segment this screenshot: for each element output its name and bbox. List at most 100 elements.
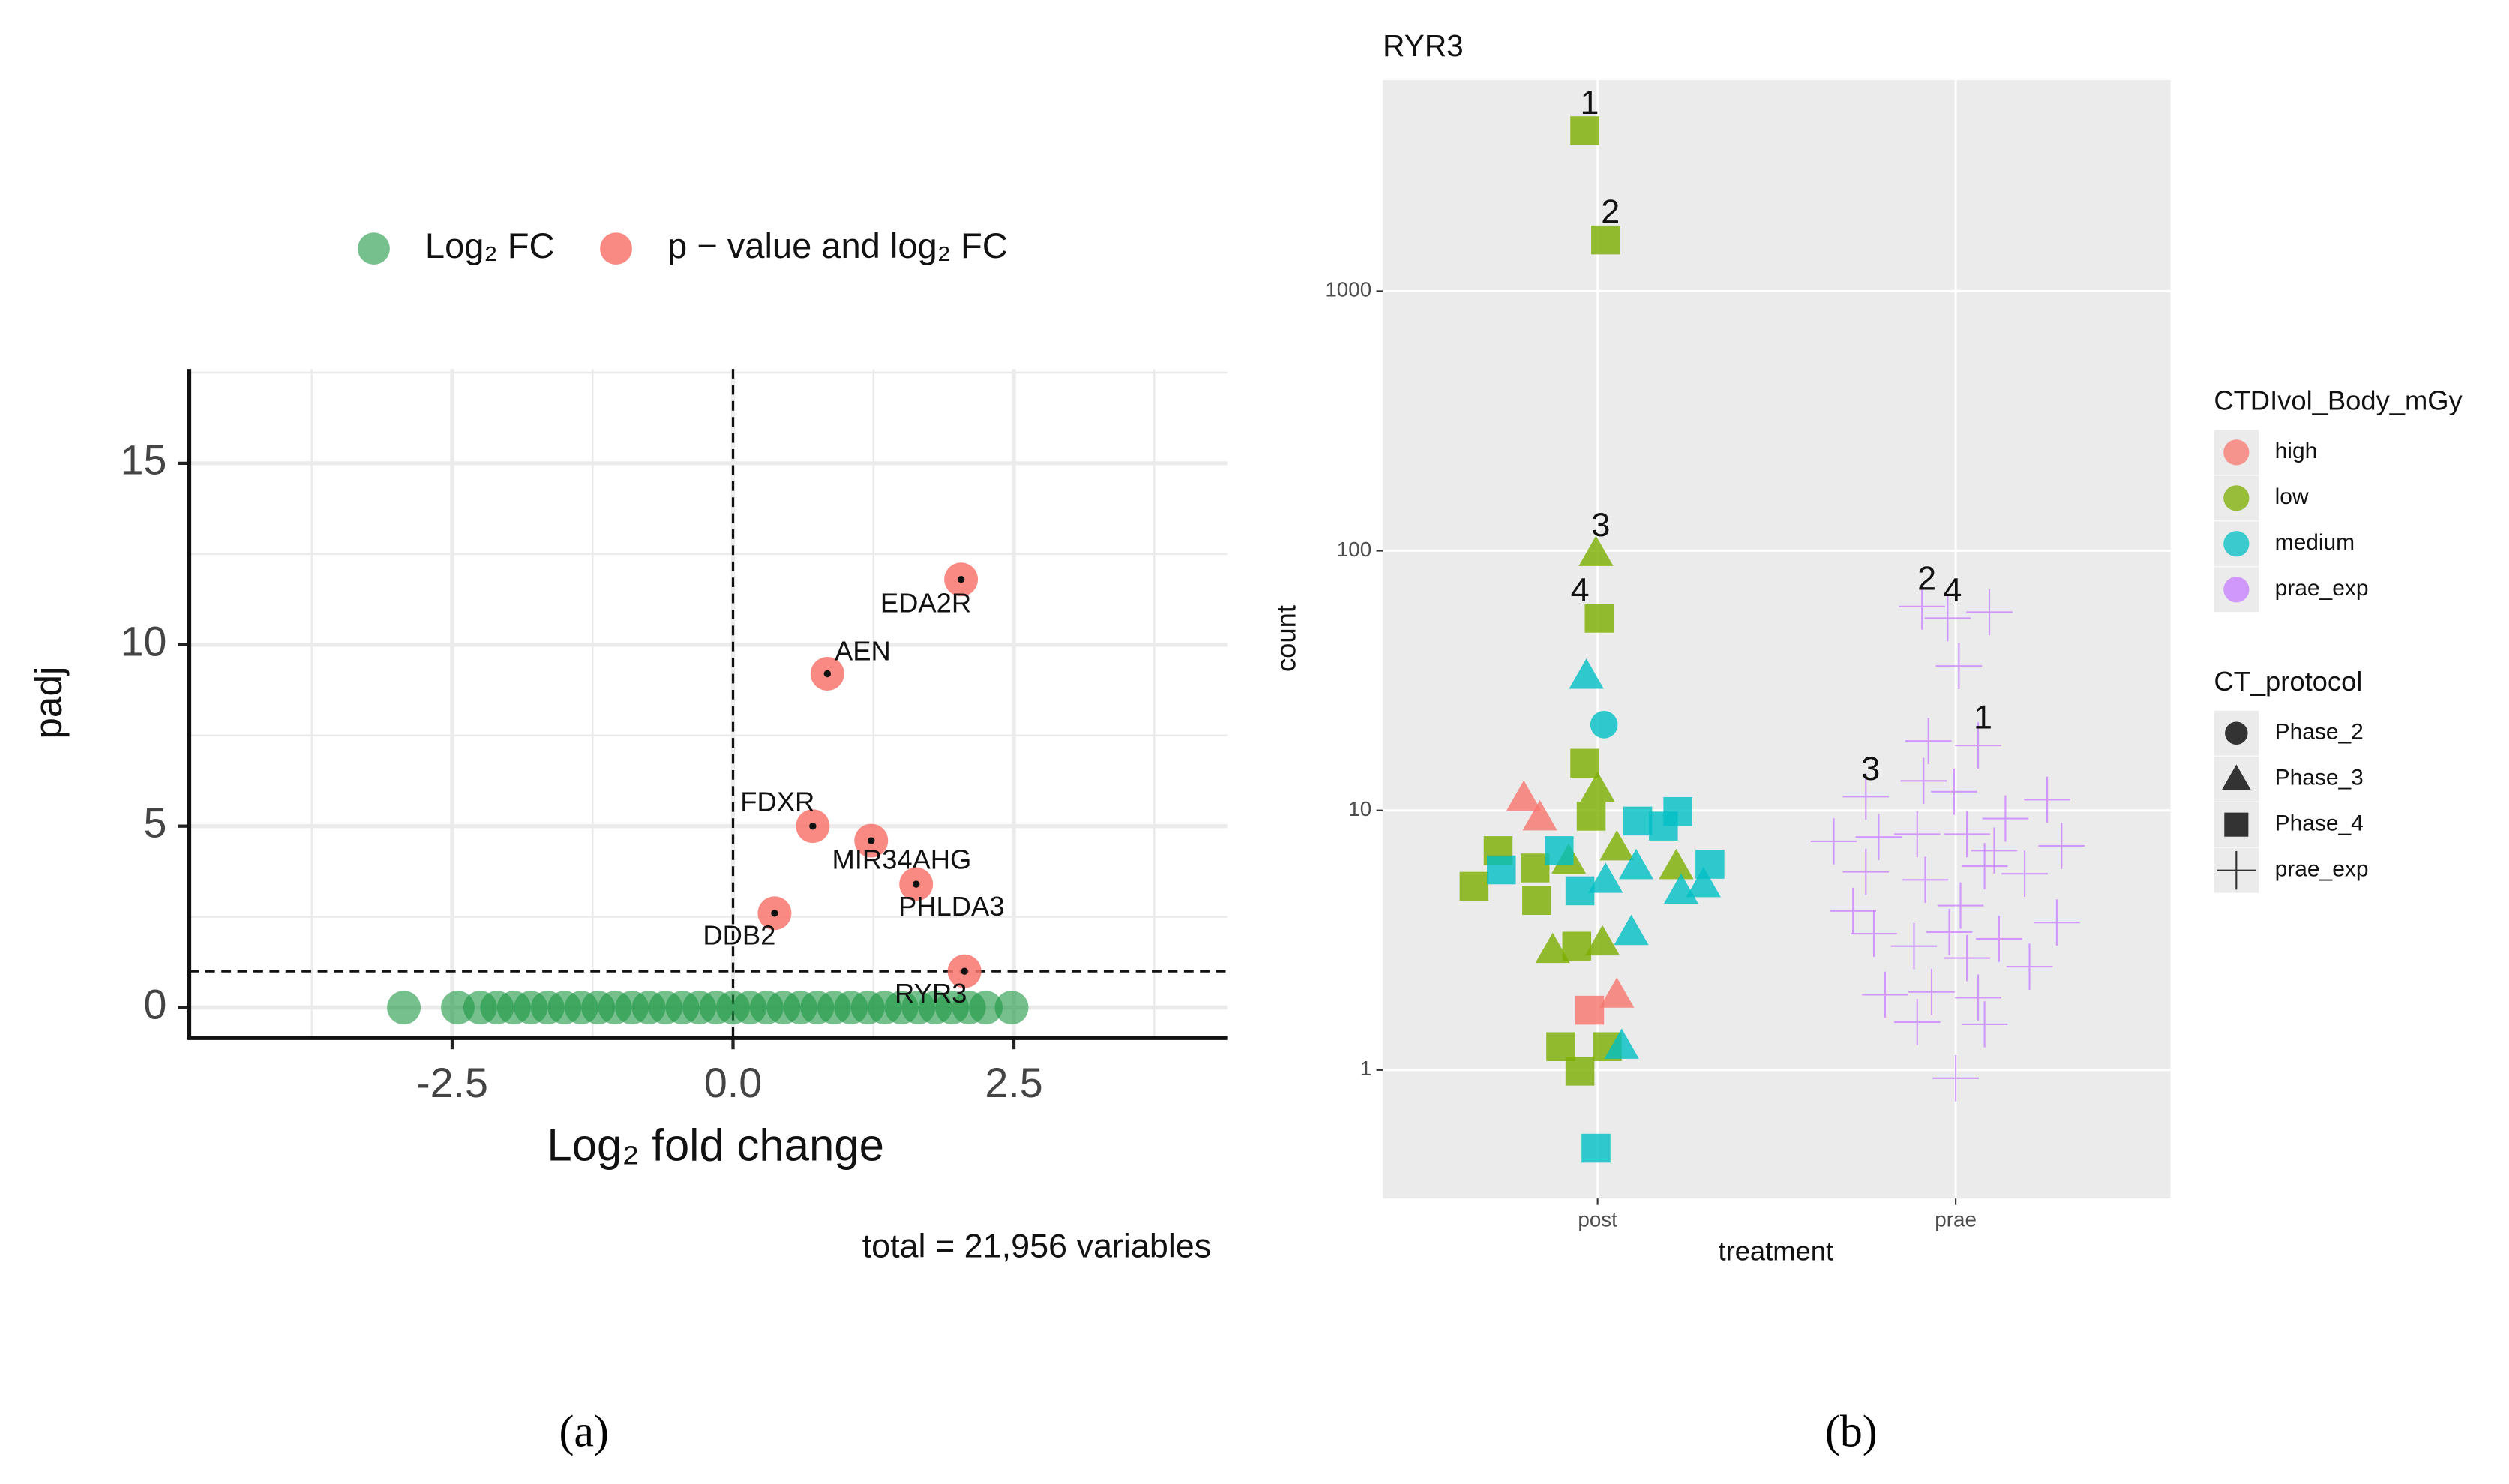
- point: [1535, 932, 1570, 964]
- legend-title: CT_protocol: [2214, 666, 2362, 697]
- point: [1893, 999, 1941, 1045]
- x-tick-label: 2.5: [985, 1060, 1042, 1106]
- point: [1944, 811, 1990, 858]
- legend-label: Phase_4: [2275, 811, 2364, 836]
- y-tick-label: 0: [144, 981, 167, 1027]
- label-anchor: [957, 575, 965, 583]
- point-label: DDB2: [703, 919, 775, 950]
- point: [1851, 910, 1897, 957]
- point: [1830, 887, 1876, 934]
- point-label: 1: [1974, 698, 1992, 736]
- point-label: 3: [1861, 749, 1880, 787]
- label-anchor: [809, 822, 817, 830]
- point: [1966, 589, 2013, 636]
- point: [1588, 862, 1623, 893]
- point: [1590, 711, 1618, 739]
- point: [1546, 1032, 1575, 1061]
- point: [1599, 829, 1635, 861]
- legend-label: prae_exp: [2275, 857, 2369, 882]
- y-axis-title: count: [1271, 605, 1302, 672]
- point: [1580, 771, 1615, 802]
- point: [1562, 931, 1592, 961]
- point: [1578, 535, 1614, 566]
- point: [1893, 811, 1941, 858]
- point: [1570, 748, 1599, 778]
- point: [1584, 925, 1620, 956]
- point: [1926, 909, 1973, 955]
- point: [387, 991, 421, 1025]
- point: [1570, 116, 1599, 145]
- point: [1908, 968, 1955, 1015]
- point: [1565, 876, 1595, 906]
- point: [1900, 757, 1947, 805]
- point: [2225, 721, 2248, 745]
- point: [1663, 873, 1698, 904]
- legend-label: p − value and log₂ FC: [667, 226, 1008, 265]
- point: [969, 991, 1003, 1025]
- point: [1569, 658, 1604, 689]
- x-axis-title: Log₂ fold change: [547, 1120, 884, 1171]
- point: [2222, 764, 2251, 790]
- point: [1659, 848, 1694, 880]
- point: [2024, 776, 2070, 823]
- point: [1810, 818, 1857, 865]
- point: [1924, 595, 1971, 642]
- point-label: FDXR: [740, 786, 814, 817]
- label-anchor: [961, 967, 968, 975]
- legend-key: [2223, 439, 2250, 466]
- point: [1902, 856, 1949, 904]
- label-anchor: [771, 910, 778, 917]
- legend-label: Log₂ FC: [425, 226, 555, 265]
- y-tick-label: 1000: [1325, 278, 1371, 301]
- point: [1487, 855, 1516, 885]
- point: [1932, 1054, 1979, 1102]
- point: [1905, 718, 1952, 765]
- legend-label: medium: [2275, 530, 2355, 555]
- point: [1899, 583, 1945, 630]
- point: [1931, 769, 1977, 815]
- point: [1937, 882, 1984, 929]
- caption: total = 21,956 variables: [862, 1226, 1212, 1264]
- point: [1982, 795, 2029, 842]
- point: [1935, 643, 1983, 689]
- point: [1842, 773, 1890, 820]
- y-axis-title: padj: [27, 667, 70, 739]
- point: [2224, 812, 2249, 837]
- point-label: MIR34AHG: [832, 844, 971, 874]
- y-tick-label: 100: [1337, 538, 1371, 561]
- y-tick-label: 10: [1348, 797, 1371, 820]
- legend-key: [600, 232, 632, 265]
- legend-key: [358, 232, 390, 265]
- point: [1506, 780, 1542, 811]
- point: [1584, 604, 1614, 633]
- point: [2006, 943, 2053, 990]
- x-axis-title: treatment: [1719, 1236, 1834, 1267]
- point: [1459, 871, 1489, 901]
- point: [1961, 1001, 2008, 1048]
- chart-title: RYR3: [1383, 28, 1464, 63]
- point: [1604, 1028, 1639, 1059]
- point-label: 4: [1571, 571, 1590, 609]
- x-tick-label: post: [1578, 1207, 1617, 1231]
- point-label: 4: [1943, 571, 1962, 609]
- point: [1890, 922, 1938, 970]
- point: [1581, 1133, 1611, 1163]
- point: [2001, 850, 2048, 898]
- point: [1545, 836, 1574, 865]
- point: [2034, 899, 2080, 946]
- legend-label: low: [2275, 484, 2309, 509]
- point: [1575, 995, 1605, 1025]
- point: [1618, 848, 1654, 880]
- point: [1591, 225, 1620, 255]
- x-tick-label: -2.5: [416, 1060, 488, 1106]
- y-tick-label: 1: [1360, 1057, 1371, 1080]
- point-label: EDA2R: [880, 588, 971, 619]
- point: [1976, 916, 2022, 962]
- x-tick-label: prae: [1935, 1207, 1977, 1231]
- point: [1522, 886, 1551, 916]
- point: [1522, 799, 1557, 831]
- point: [1565, 1057, 1595, 1086]
- point-label: 1: [1580, 83, 1599, 121]
- point: [1855, 814, 1902, 860]
